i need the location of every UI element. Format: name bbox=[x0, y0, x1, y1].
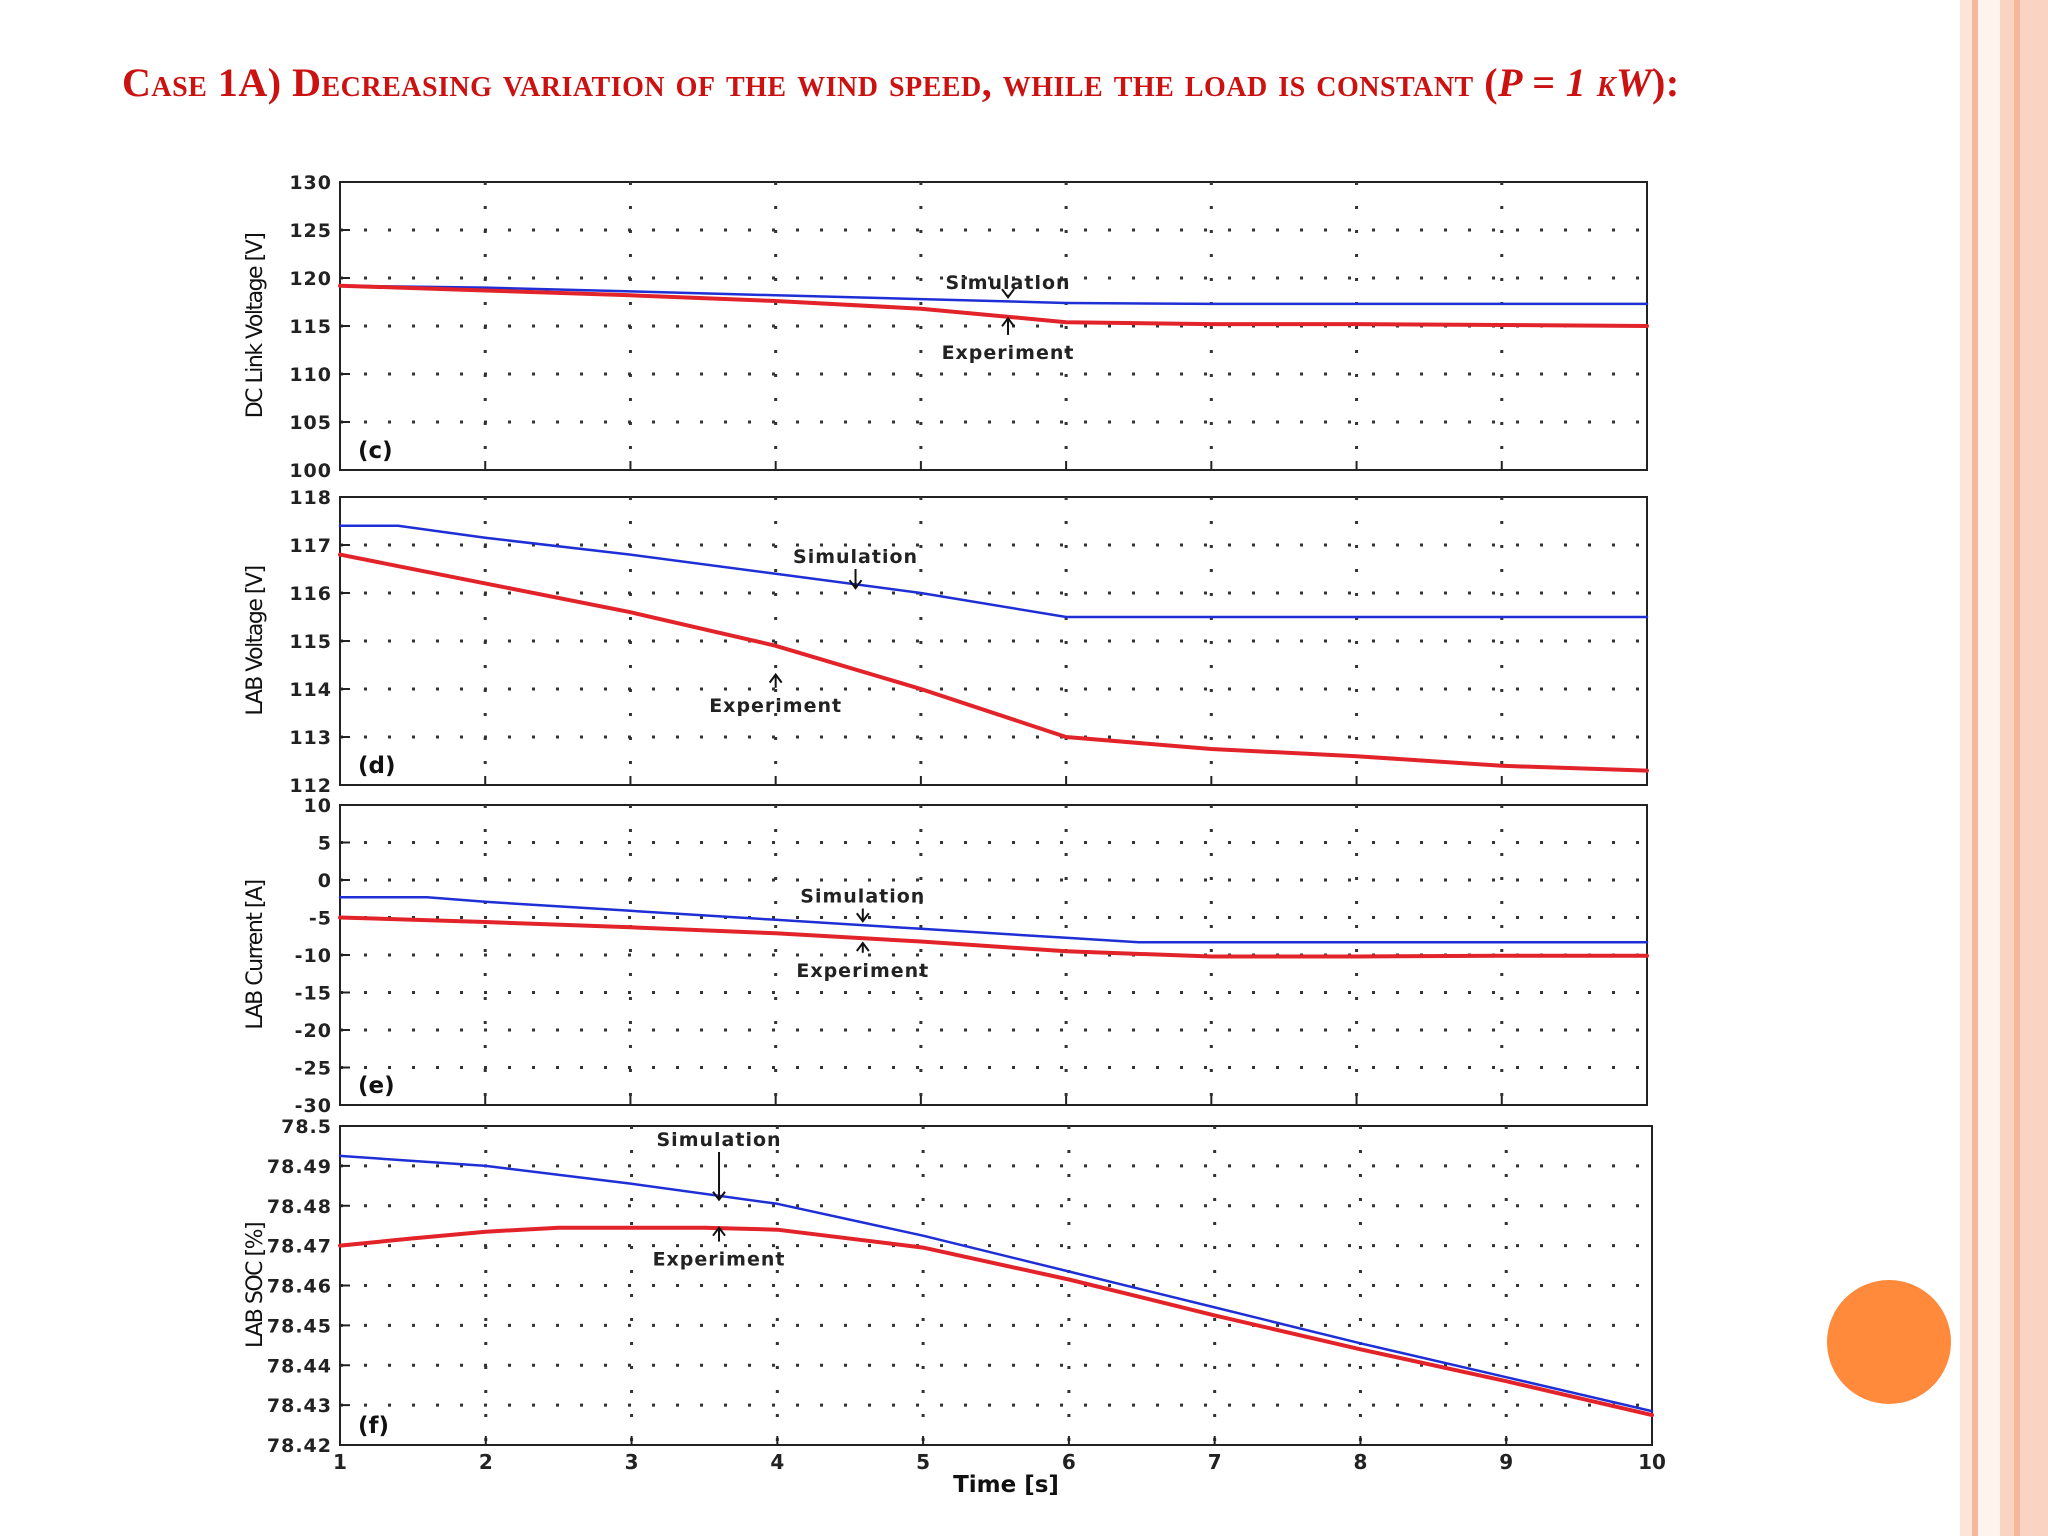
y-axis-label: LAB Current [A] bbox=[243, 880, 268, 1029]
series-line-experiment bbox=[338, 552, 1649, 773]
x-tick-label: 1 bbox=[333, 1450, 347, 1474]
y-tick-label: 78.48 bbox=[267, 1196, 332, 1218]
annotation-label: Simulation bbox=[793, 546, 918, 568]
series-line-simulation bbox=[338, 524, 1649, 619]
border-stripe-mid bbox=[1972, 0, 1978, 1536]
annotation-arrowhead bbox=[1001, 288, 1015, 299]
y-tick-label: 113 bbox=[289, 727, 332, 749]
x-tick-label: 6 bbox=[1062, 1450, 1076, 1474]
y-tick-label: 78.43 bbox=[267, 1395, 332, 1417]
y-tick-label: -25 bbox=[295, 1058, 332, 1080]
slide-title-unit: kW bbox=[1586, 60, 1653, 105]
y-tick-label: -15 bbox=[295, 983, 332, 1005]
x-axis-label: Time [s] bbox=[953, 1472, 1059, 1498]
y-tick-label: 5 bbox=[318, 833, 332, 855]
annotation-label: Experiment bbox=[653, 1249, 786, 1271]
y-tick-label: 115 bbox=[289, 631, 332, 653]
y-axis-label: LAB SOC [%] bbox=[243, 1223, 268, 1348]
y-tick-label: -20 bbox=[295, 1020, 332, 1042]
y-tick-label: -30 bbox=[295, 1095, 332, 1117]
slide-title-end: ): bbox=[1652, 60, 1680, 105]
annotation-arrowhead bbox=[712, 1191, 726, 1202]
annotation-arrowhead bbox=[856, 941, 870, 952]
y-tick-label: 116 bbox=[289, 583, 332, 605]
y-tick-label: 78.42 bbox=[267, 1435, 332, 1457]
annotation-label: Simulation bbox=[657, 1129, 782, 1151]
y-tick-label: 78.49 bbox=[267, 1156, 332, 1178]
series-line-simulation bbox=[338, 896, 1649, 944]
annotation-arrowhead bbox=[712, 1226, 726, 1237]
accent-circle bbox=[1827, 1280, 1951, 1404]
annotation-label: Simulation bbox=[946, 272, 1071, 294]
panel-label: (e) bbox=[358, 1073, 395, 1099]
border-stripe-light bbox=[1960, 0, 1972, 1536]
y-tick-label: 105 bbox=[289, 412, 332, 434]
x-tick-label: 5 bbox=[916, 1450, 930, 1474]
x-tick-label: 8 bbox=[1353, 1450, 1367, 1474]
annotation-arrowhead bbox=[1001, 316, 1015, 327]
series-line-simulation bbox=[338, 284, 1649, 306]
x-tick-label: 4 bbox=[770, 1450, 784, 1474]
series-line-experiment bbox=[338, 1225, 1654, 1418]
y-tick-label: 78.46 bbox=[267, 1276, 332, 1298]
chart-panel-4: 78.42 78.43 78.44 78.45 78.46 78.47 78.48 78.49… bbox=[243, 1116, 1666, 1498]
y-tick-label: 0 bbox=[318, 870, 332, 892]
slide-title-formula: P = 1 bbox=[1498, 60, 1587, 105]
x-tick-label: 7 bbox=[1208, 1450, 1222, 1474]
x-tick-label: 9 bbox=[1499, 1450, 1513, 1474]
y-tick-label: 130 bbox=[289, 172, 332, 194]
series-line-experiment bbox=[338, 915, 1649, 959]
panel-label: (c) bbox=[358, 438, 393, 464]
y-tick-label: 115 bbox=[289, 316, 332, 338]
border-stripe-edge bbox=[2014, 0, 2020, 1536]
annotation-label: Simulation bbox=[800, 886, 925, 908]
y-tick-label: 110 bbox=[289, 364, 332, 386]
x-tick-label: 3 bbox=[625, 1450, 639, 1474]
y-tick-label: 78.47 bbox=[267, 1236, 332, 1258]
chart-panel-3: -30 -25 -20 -15 -10 -5 0 5 10 LAB Current [A] Simu… bbox=[243, 795, 1649, 1117]
x-tick-label: 10 bbox=[1638, 1450, 1666, 1474]
border-stripe-right bbox=[2000, 0, 2048, 1536]
y-tick-label: 125 bbox=[289, 220, 332, 242]
plot-area bbox=[339, 496, 1648, 786]
annotation-label: Experiment bbox=[796, 960, 929, 982]
slide-title: Case 1A) Decreasing variation of the win… bbox=[122, 56, 1682, 110]
annotation-label: Experiment bbox=[942, 342, 1075, 364]
y-tick-label: 112 bbox=[289, 775, 332, 797]
y-axis-label: LAB Voltage [V] bbox=[243, 566, 268, 715]
panel-label: (d) bbox=[358, 753, 396, 779]
x-tick-label: 2 bbox=[479, 1450, 493, 1474]
annotation-arrowhead bbox=[856, 912, 870, 923]
y-tick-label: 10 bbox=[304, 795, 332, 817]
y-tick-label: 118 bbox=[289, 487, 332, 509]
series-line-experiment bbox=[338, 283, 1649, 328]
annotation-arrowhead bbox=[848, 579, 863, 590]
y-tick-label: -10 bbox=[295, 945, 332, 967]
y-tick-label: 78.45 bbox=[267, 1315, 332, 1337]
y-tick-label: 117 bbox=[289, 535, 332, 557]
border-stripe-gap bbox=[1978, 0, 2000, 1536]
y-tick-label: 78.44 bbox=[267, 1355, 332, 1377]
annotation-label: Experiment bbox=[709, 695, 842, 717]
slide-title-main: Case 1A) Decreasing variation of the win… bbox=[122, 60, 1499, 105]
y-tick-label: 100 bbox=[289, 460, 332, 482]
plot-area bbox=[339, 1125, 1653, 1446]
y-tick-label: -5 bbox=[309, 908, 332, 930]
y-tick-label: 114 bbox=[289, 679, 332, 701]
chart-panel-1: 100 105 110 115 120 125 130 DC Link Voltage [V]… bbox=[243, 172, 1649, 482]
panel-label: (f) bbox=[358, 1413, 389, 1439]
y-tick-label: 120 bbox=[289, 268, 332, 290]
annotation-arrowhead bbox=[768, 672, 783, 684]
series-line-simulation bbox=[338, 1154, 1654, 1413]
y-tick-label: 78.5 bbox=[281, 1116, 332, 1138]
chart-panel-2: 112 113 114 115 116 117 118 LAB Voltage [V] Simu… bbox=[243, 487, 1649, 797]
y-axis-label: DC Link Voltage [V] bbox=[243, 234, 268, 419]
